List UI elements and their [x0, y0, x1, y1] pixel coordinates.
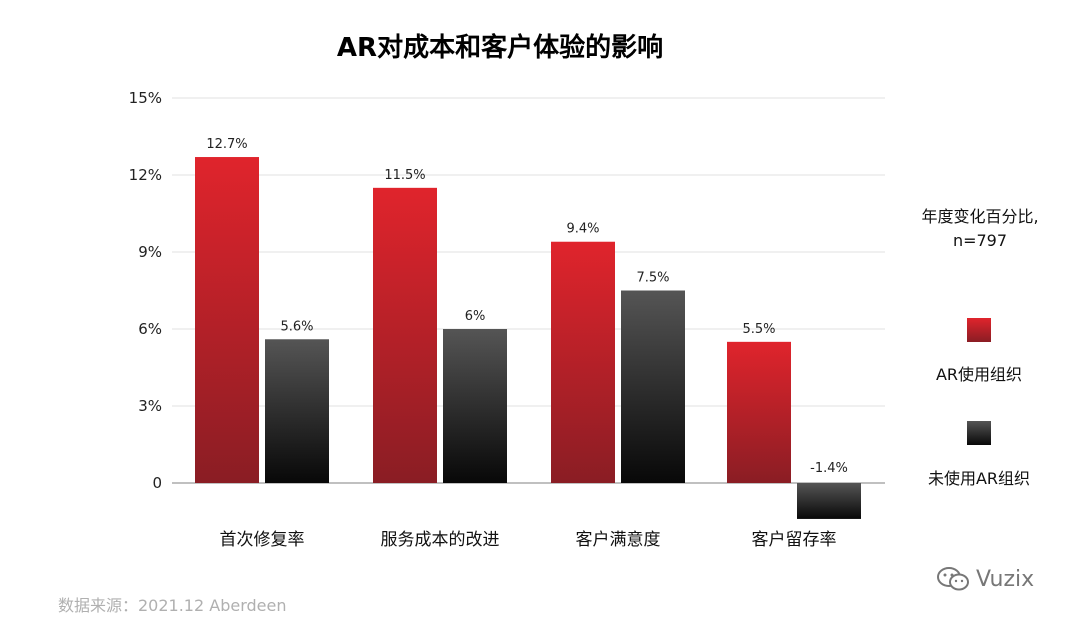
data-label: 5.5% — [742, 322, 775, 337]
wechat-icon — [937, 567, 969, 591]
data-label: 11.5% — [384, 168, 425, 183]
y-tick-label: 12% — [129, 166, 162, 184]
category-label: 客户留存率 — [752, 530, 837, 550]
legend-swatch-ar — [967, 318, 991, 342]
category-label: 客户满意度 — [576, 530, 661, 550]
y-tick-label: 6% — [138, 320, 162, 338]
legend-swatch-no-ar — [967, 421, 991, 445]
chart-title: AR对成本和客户体验的影响 — [337, 32, 663, 63]
y-tick-label: 0 — [152, 474, 162, 492]
y-tick-label: 15% — [129, 89, 162, 107]
bar-no-ar-0 — [265, 339, 329, 483]
bar-ar-3 — [727, 341, 791, 483]
data-label: 9.4% — [566, 222, 599, 237]
y-tick-label: 3% — [138, 397, 162, 415]
data-label: 5.6% — [280, 319, 313, 334]
legend-note-line2: n=797 — [953, 231, 1007, 250]
data-label: 12.7% — [206, 137, 247, 152]
watermark: Vuzix — [936, 566, 1034, 592]
category-label: 首次修复率 — [220, 530, 305, 550]
legend-note-line1: 年度变化百分比, — [921, 207, 1038, 226]
bar-ar-0 — [195, 157, 259, 484]
y-tick-label: 9% — [138, 243, 162, 261]
data-label: -1.4% — [810, 461, 848, 476]
category-label: 服务成本的改进 — [381, 530, 500, 550]
bar-no-ar-3 — [797, 483, 861, 519]
watermark-text: Vuzix — [976, 566, 1035, 592]
data-label: 6% — [465, 309, 486, 324]
bar-ar-2 — [551, 241, 615, 483]
legend-label-ar: AR使用组织 — [936, 365, 1022, 384]
bar-no-ar-2 — [621, 290, 685, 483]
data-label: 7.5% — [636, 271, 669, 286]
source-note: 数据来源：2021.12 Aberdeen — [58, 596, 287, 615]
bar-no-ar-1 — [443, 329, 507, 483]
bar-ar-1 — [373, 187, 437, 484]
legend-label-no-ar: 未使用AR组织 — [928, 469, 1030, 488]
